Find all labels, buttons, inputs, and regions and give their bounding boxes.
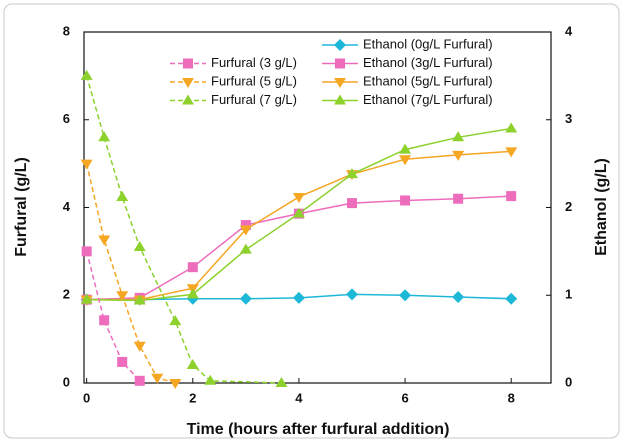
marker: [133, 341, 146, 352]
marker: [505, 122, 518, 133]
y2-tick-label: 4: [565, 23, 573, 38]
marker: [116, 291, 129, 302]
marker: [80, 69, 93, 80]
marker: [133, 294, 146, 305]
series-line: [85, 75, 282, 384]
marker: [292, 207, 305, 218]
y2-tick-label: 3: [565, 111, 572, 126]
marker: [169, 315, 182, 326]
marker: [182, 94, 194, 105]
marker: [239, 225, 252, 236]
marker: [80, 159, 93, 170]
y-tick-label: 8: [63, 23, 70, 38]
y-tick-label: 6: [63, 111, 70, 126]
marker: [345, 168, 358, 179]
marker: [400, 195, 411, 206]
marker: [345, 288, 358, 301]
marker: [453, 193, 464, 204]
legend-label: Ethanol (5g/L Furfural): [363, 73, 493, 88]
marker: [275, 377, 288, 387]
y-tick-label: 4: [63, 199, 71, 214]
legend-label: Ethanol (3g/L Furfural): [363, 55, 493, 70]
marker: [81, 246, 92, 257]
marker: [134, 375, 145, 386]
x-axis-label: Time (hours after furfural addition): [187, 421, 450, 438]
legend-label: Furfural (7 g/L): [211, 92, 297, 107]
marker: [239, 243, 252, 254]
series-line: [85, 251, 141, 382]
marker: [452, 150, 465, 161]
marker: [183, 58, 193, 69]
x-tick-label: 8: [508, 390, 515, 405]
marker: [452, 291, 465, 304]
marker: [506, 191, 517, 202]
marker: [204, 374, 217, 385]
y2-tick-label: 0: [565, 374, 572, 389]
x-tick-label: 0: [83, 390, 90, 405]
marker: [151, 373, 164, 384]
marker: [98, 131, 111, 142]
marker: [186, 359, 199, 370]
marker: [399, 143, 412, 154]
x-tick-label: 2: [189, 390, 196, 405]
marker: [182, 78, 194, 88]
marker: [239, 292, 252, 305]
marker: [334, 94, 346, 105]
marker: [80, 293, 93, 304]
legend-label: Ethanol (0g/L Furfural): [363, 36, 493, 51]
series-line: [86, 150, 512, 301]
frame: [3, 3, 620, 439]
marker: [399, 289, 412, 302]
y-axis-label: Furfural (g/L): [13, 157, 30, 257]
marker: [98, 235, 111, 246]
marker: [334, 78, 346, 88]
y2-tick-label: 2: [565, 199, 572, 214]
series-line: [85, 163, 176, 384]
marker: [452, 131, 465, 142]
marker: [335, 58, 345, 69]
marker: [399, 155, 412, 166]
marker: [334, 39, 346, 51]
marker: [505, 147, 518, 158]
y2-tick-label: 1: [565, 287, 572, 302]
marker: [169, 379, 182, 389]
marker: [292, 192, 305, 203]
marker: [116, 190, 129, 201]
marker: [346, 198, 357, 209]
y2-axis-label: Ethanol (g/L): [593, 158, 610, 256]
x-tick-label: 4: [295, 390, 303, 405]
legend-label: Ethanol (7g/L Furfural): [363, 92, 493, 107]
legend-label: Furfural (5 g/L): [211, 73, 297, 88]
y-tick-label: 0: [63, 374, 70, 389]
marker: [292, 291, 305, 304]
y-tick-label: 2: [63, 287, 70, 302]
marker: [99, 315, 110, 326]
x-tick-label: 6: [401, 390, 408, 405]
marker: [117, 356, 128, 367]
legend-label: Furfural (3 g/L): [211, 55, 297, 70]
marker: [186, 288, 199, 299]
marker: [505, 292, 518, 305]
marker: [187, 262, 198, 273]
marker: [133, 240, 146, 251]
